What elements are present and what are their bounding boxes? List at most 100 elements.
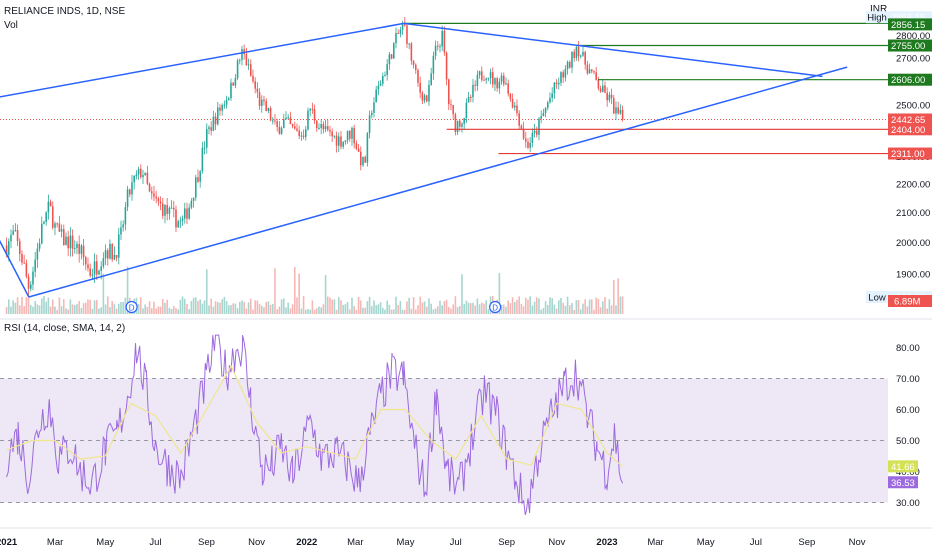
candle-body [390, 54, 393, 59]
candle-body [210, 127, 212, 131]
candle-body [161, 203, 164, 216]
rsi-tick-label: 70.00 [896, 374, 920, 385]
rsi-badge-rsi [888, 476, 918, 489]
candle-body [135, 174, 138, 176]
price-badges-layer: High 2856.152856.152755.002606.002442.652… [866, 11, 932, 489]
volume-bar [485, 300, 487, 314]
volume-bar [122, 302, 124, 314]
candle-body [397, 32, 399, 34]
axes-layer: 1900.002000.002100.002200.002300.002400.… [0, 31, 930, 548]
volume-bar [502, 304, 505, 314]
candle-body [612, 97, 615, 114]
candle-body [65, 236, 67, 246]
candle-body [480, 71, 483, 80]
candle-body [271, 120, 274, 122]
time-tick-label: Nov [849, 537, 866, 548]
volume-bar [307, 309, 309, 314]
volume-bar [619, 296, 622, 314]
volume-bar [109, 307, 111, 314]
candle-body [573, 51, 575, 58]
candle-body [465, 102, 468, 119]
candle-body [474, 84, 476, 86]
candle-body [78, 243, 80, 254]
candle-body [487, 77, 490, 79]
volume-bar [161, 298, 164, 314]
volume-bar [454, 296, 457, 314]
volume-bar [181, 296, 184, 314]
price-tick-label: 1900.00 [896, 269, 930, 280]
candle-body [414, 64, 417, 71]
trendline-1[interactable] [0, 22, 404, 100]
candle-body [144, 172, 146, 175]
volume-bar [293, 266, 296, 314]
rsi-background [0, 378, 888, 503]
volume-bar [337, 297, 340, 314]
trendline-2[interactable] [403, 22, 823, 78]
candle-body [533, 130, 536, 133]
volume-bar [575, 300, 578, 314]
volume-bar [439, 300, 441, 314]
rsi-ma-line [6, 364, 623, 467]
volume-bar [12, 300, 14, 314]
volume-bar [65, 308, 67, 314]
candle-body [401, 22, 404, 30]
volume-bar [148, 301, 151, 314]
candle-body [117, 234, 120, 258]
volume-bar [203, 300, 206, 314]
trendline-4[interactable] [28, 66, 848, 298]
candle-body [395, 32, 397, 44]
volume-bar [254, 300, 256, 314]
volume-bar [586, 306, 589, 314]
candle-body [516, 105, 518, 114]
volume-bar [518, 296, 520, 314]
candle-body [584, 51, 586, 65]
candle-body [56, 223, 58, 225]
candle-body [309, 108, 311, 111]
candle-body [467, 96, 470, 103]
candle-body [322, 124, 325, 130]
dividend-marker-icon[interactable] [489, 300, 502, 314]
volume-bar [456, 307, 459, 314]
candle-body [183, 208, 186, 219]
candle-body [450, 104, 452, 106]
volume-label: Vol [4, 20, 18, 31]
candle-body [483, 79, 485, 81]
candle-body [419, 82, 421, 93]
volume-bar [49, 306, 52, 314]
volume-bar [542, 308, 545, 314]
volume-bar [18, 305, 21, 314]
candles-layer [5, 17, 624, 295]
candle-body [298, 130, 300, 137]
volume-bar [540, 309, 542, 314]
rsi-badge-text: 41.66 [891, 462, 915, 473]
volume-bar [216, 302, 219, 314]
volume-bar [399, 301, 402, 314]
volume-bar [247, 302, 250, 314]
volume-bar [280, 299, 283, 314]
candle-body [49, 201, 52, 207]
candle-body [269, 108, 272, 121]
volume-bar [304, 309, 307, 314]
candle-body [621, 109, 624, 120]
trendline-3[interactable] [0, 227, 30, 298]
candle-body [5, 245, 8, 255]
candle-body [126, 189, 129, 208]
candle-body [346, 130, 349, 141]
candle-body [60, 229, 63, 232]
candle-body [280, 128, 283, 134]
volume-bar [443, 301, 446, 314]
candle-body [214, 116, 217, 125]
candle-body [199, 171, 201, 182]
volume-bar [186, 303, 188, 314]
volume-bar [535, 297, 538, 314]
candle-body [357, 148, 360, 152]
candle-body [139, 168, 142, 178]
volume-bar [219, 302, 221, 314]
candle-body [423, 95, 426, 101]
volume-bar [329, 297, 331, 314]
volume-bar [551, 298, 553, 314]
dividend-marker-icon[interactable] [125, 300, 138, 314]
volume-bar [287, 302, 289, 314]
volume-bar [331, 299, 333, 314]
